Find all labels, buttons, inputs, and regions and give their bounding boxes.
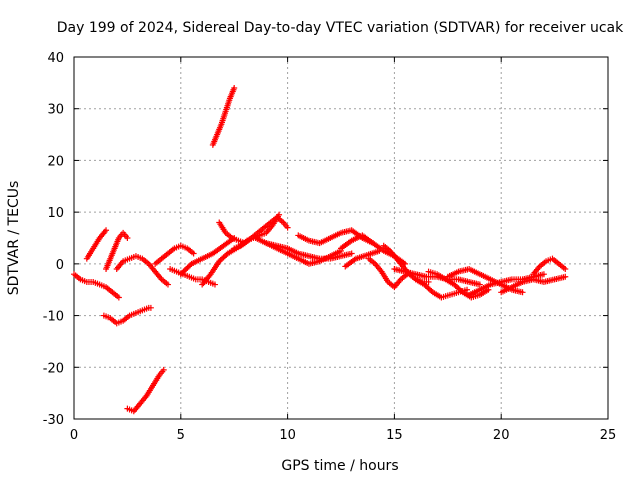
- y-axis-label: SDTVAR / TECUs: [6, 181, 22, 296]
- plot-frame: [73, 56, 609, 420]
- y-tick-label: -30: [43, 413, 64, 428]
- x-axis-label: GPS time / hours: [281, 458, 398, 474]
- data-point: [211, 281, 218, 288]
- y-tick-label: 30: [47, 103, 64, 118]
- data-point: [276, 211, 283, 218]
- data-point: [540, 271, 547, 278]
- data-point: [160, 366, 167, 373]
- data-point: [147, 304, 154, 311]
- data-point: [425, 278, 432, 285]
- data-point: [103, 227, 110, 234]
- x-tick-label: 0: [70, 428, 78, 443]
- data-point: [476, 281, 483, 288]
- data-point: [164, 281, 171, 288]
- y-tick-label: 0: [56, 258, 64, 273]
- data-point: [464, 286, 471, 293]
- data-point: [562, 266, 569, 273]
- data-point: [519, 289, 526, 296]
- data-point: [231, 85, 238, 92]
- y-tick-label: 20: [47, 154, 64, 169]
- data-point-interp: [187, 262, 194, 269]
- data-point: [115, 294, 122, 301]
- x-tick-label: 5: [177, 428, 185, 443]
- axis-ticks: 0 5 10 15 20 25 -30 -20 -10 0 10 20 30 40: [43, 51, 617, 443]
- chart-title: Day 199 of 2024, Sidereal Day-to-day VTE…: [57, 20, 624, 36]
- y-tick-label: -20: [43, 361, 64, 376]
- data-point: [562, 273, 569, 280]
- data-point: [348, 250, 355, 257]
- data-point: [284, 224, 291, 231]
- x-tick-label: 25: [600, 428, 617, 443]
- x-tick-label: 20: [493, 428, 510, 443]
- y-tick-label: 10: [47, 206, 64, 221]
- data-point: [190, 250, 197, 257]
- y-tick-label: 40: [47, 51, 64, 66]
- data-point: [124, 235, 131, 241]
- x-tick-label: 10: [279, 428, 296, 443]
- grid-lines: [74, 57, 608, 419]
- x-tick-label: 15: [386, 428, 403, 443]
- y-tick-label: -10: [43, 310, 64, 325]
- data-point: [376, 247, 383, 254]
- data-points: [71, 85, 569, 415]
